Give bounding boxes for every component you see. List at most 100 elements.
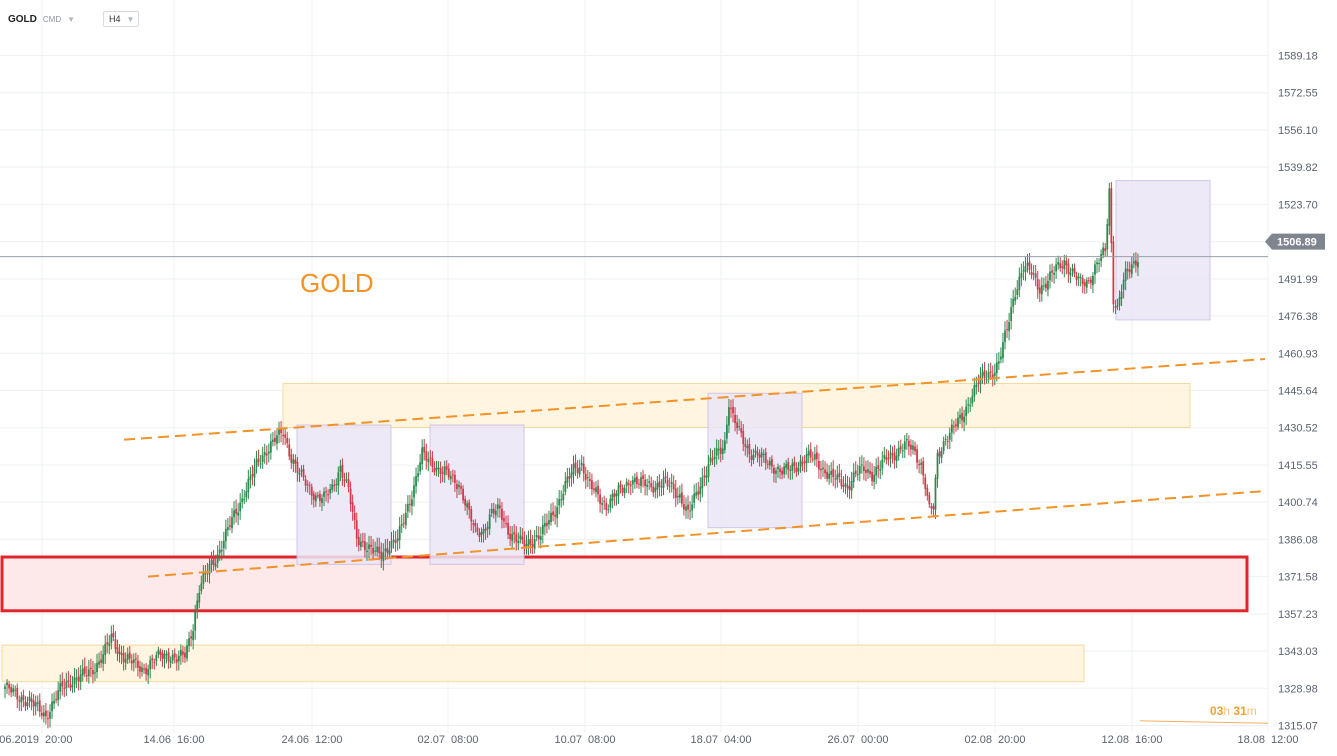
candle-down	[515, 534, 518, 542]
candle-up	[881, 459, 884, 469]
symbol-label[interactable]: GOLD	[8, 13, 37, 25]
candle-up	[368, 544, 370, 550]
candle-up	[292, 459, 295, 464]
candle-down	[627, 483, 630, 485]
candle-down	[795, 467, 798, 472]
candle-up	[1102, 247, 1105, 255]
candle-down	[302, 469, 305, 478]
candle-up	[376, 546, 379, 552]
y-tick-label: 1415.55	[1278, 460, 1318, 472]
candle-down	[433, 468, 436, 473]
candle-down	[899, 446, 902, 450]
candle-down	[832, 468, 835, 478]
candle-up	[1042, 285, 1045, 287]
candle-down	[703, 475, 706, 478]
candle-up	[339, 465, 342, 472]
timeframe-select[interactable]: H4 ▼	[103, 11, 140, 27]
candle-down	[476, 527, 479, 532]
candle-up	[762, 454, 765, 456]
candle-down	[282, 434, 285, 437]
candle-up	[721, 448, 724, 454]
candle-up	[971, 396, 974, 404]
candle-up	[241, 498, 244, 503]
symbol-dropdown-icon[interactable]: ▼	[67, 14, 76, 24]
candle-up	[611, 493, 614, 502]
y-tick-label: 1445.64	[1278, 386, 1318, 398]
candle-up	[678, 494, 681, 498]
candle-down	[89, 667, 92, 669]
candle-up	[519, 535, 522, 539]
candle-up	[535, 535, 538, 538]
candle-up	[486, 526, 489, 530]
y-tick-label: 1491.99	[1278, 274, 1318, 286]
candle-up	[482, 528, 485, 534]
range-box	[1115, 180, 1211, 321]
candle-down	[672, 483, 675, 490]
upper-trend-line	[123, 358, 1266, 441]
candle-down	[854, 470, 857, 474]
candle-down	[431, 458, 434, 467]
candle-up	[57, 690, 60, 701]
candle-up	[398, 525, 401, 541]
candle-up	[975, 384, 978, 387]
candle-up	[384, 548, 387, 552]
candle-down	[1087, 280, 1090, 282]
candle-down	[439, 467, 442, 475]
candle-up	[875, 467, 878, 476]
candle-down	[296, 462, 299, 473]
candle-up	[1096, 262, 1098, 265]
candle-up	[995, 362, 998, 374]
candle-up	[959, 414, 961, 419]
candle-down	[1104, 248, 1107, 252]
candle-down	[474, 523, 477, 527]
candle-up	[903, 441, 906, 450]
candle-up	[883, 455, 886, 459]
candle-up	[689, 510, 691, 512]
candle-up	[822, 467, 824, 470]
candle-down	[922, 461, 925, 476]
candle-up	[699, 486, 702, 495]
candle-down	[286, 437, 289, 444]
candle-down	[869, 470, 871, 474]
y-tick-label: 1572.55	[1278, 88, 1318, 100]
candle-down	[1028, 261, 1031, 271]
chart-overlays	[0, 256, 1269, 724]
candle-up	[26, 702, 29, 706]
candle-down	[61, 681, 64, 687]
candle-up	[1057, 261, 1060, 265]
candle-down	[871, 472, 873, 482]
candle-down	[251, 473, 254, 477]
candle-down	[554, 514, 557, 517]
y-tick-label: 1386.08	[1278, 534, 1318, 546]
candle-up	[20, 696, 23, 703]
candle-down	[711, 459, 714, 461]
candle-down	[568, 476, 571, 479]
candle-down	[730, 407, 732, 409]
candle-down	[312, 493, 315, 500]
candle-down	[932, 506, 935, 510]
x-tick-date: 24.06	[281, 734, 309, 746]
candle-down	[38, 700, 41, 712]
candle-up	[163, 653, 166, 660]
candle-down	[991, 374, 994, 378]
y-tick-label: 1400.74	[1278, 497, 1318, 509]
candle-down	[137, 660, 139, 668]
x-tick-time: 16:00	[177, 734, 205, 746]
candle-up	[12, 688, 15, 693]
candle-up	[560, 499, 563, 501]
candle-up	[543, 522, 546, 527]
candle-up	[255, 459, 258, 467]
candle-up	[725, 424, 728, 439]
candle-up	[738, 426, 741, 428]
candle-down	[190, 636, 192, 639]
candle-up	[249, 475, 252, 480]
candle-up	[411, 499, 413, 506]
candle-down	[955, 424, 957, 427]
candle-up	[1032, 273, 1035, 275]
candle-up	[208, 564, 211, 575]
candle-down	[503, 518, 505, 522]
candle-down	[840, 478, 843, 487]
candle-down	[891, 453, 894, 455]
candle-down	[865, 469, 867, 473]
